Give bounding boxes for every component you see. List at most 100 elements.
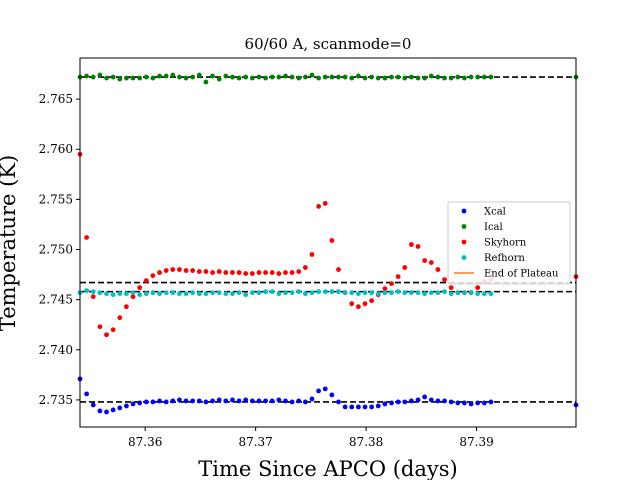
- point-refhorn-48: [395, 289, 401, 295]
- point-skyhorn-48: [395, 274, 401, 279]
- point-refhorn-27: [256, 290, 262, 296]
- reference-lines: [80, 76, 576, 403]
- x-axis: 87.36 87.37 87.38 87.39: [128, 427, 494, 449]
- point-xcal-11: [150, 399, 156, 405]
- legend: Xcal Ical Skyhorn Refhorn End of Plateau: [447, 201, 571, 285]
- legend-label-end-of-plateau: End of Plateau: [484, 269, 559, 280]
- point-refhorn-6: [117, 291, 123, 297]
- point-skyhorn-16: [183, 268, 189, 273]
- point-refhorn-24: [236, 290, 242, 296]
- point-refhorn-36: [316, 289, 322, 295]
- point-refhorn-3: [97, 290, 103, 296]
- point-xcal-4: [104, 409, 109, 415]
- point-xcal-15: [177, 397, 182, 403]
- point-skyhorn-49: [402, 265, 408, 270]
- point-xcal-7: [123, 403, 129, 409]
- point-refhorn-11: [150, 290, 156, 296]
- point-xcal-14: [170, 398, 176, 404]
- point-skyhorn-44: [369, 298, 375, 304]
- point-skyhorn-14: [170, 267, 176, 272]
- point-ical-32: [289, 74, 295, 80]
- point-ical-46: [382, 75, 388, 81]
- point-xcal-12: [157, 398, 162, 404]
- y-tick-label-3: 2.750: [39, 243, 73, 257]
- point-skyhorn-60: [475, 285, 481, 291]
- point-xcal-8: [130, 401, 136, 407]
- point-xcal-1: [84, 391, 90, 397]
- point-xcal-33: [296, 398, 302, 404]
- point-skyhorn-12: [157, 270, 162, 275]
- point-skyhorn-8: [130, 294, 136, 300]
- point-refhorn-29: [269, 289, 275, 295]
- point-skyhorn-51: [415, 244, 421, 249]
- point-skyhorn-23: [230, 270, 235, 275]
- point-ical-24: [236, 75, 242, 81]
- point-xcal-53: [428, 397, 434, 403]
- point-refhorn-50: [409, 290, 414, 296]
- point-refhorn-17: [190, 290, 196, 296]
- point-skyhorn-13: [163, 268, 169, 273]
- point-ical-10: [143, 74, 149, 80]
- point-refhorn-32: [289, 290, 295, 296]
- y-tick-label-6: 2.765: [39, 92, 73, 106]
- point-refhorn-47: [389, 290, 394, 296]
- point-xcal-48: [395, 399, 401, 405]
- point-refhorn-34: [302, 291, 308, 297]
- point-ical-25: [243, 74, 249, 80]
- point-xcal-61: [481, 400, 487, 406]
- point-refhorn-31: [283, 290, 288, 296]
- point-skyhorn-38: [329, 238, 335, 243]
- y-tick-label-5: 2.760: [39, 142, 73, 156]
- y-tick-label-1: 2.740: [39, 343, 73, 357]
- point-refhorn-56: [448, 291, 454, 297]
- x-tick-label-0: 87.36: [128, 435, 162, 449]
- point-skyhorn-21: [216, 269, 222, 274]
- point-skyhorn-4: [104, 332, 109, 338]
- point-xcal-10: [143, 399, 149, 405]
- point-ical-59: [468, 74, 474, 80]
- point-refhorn-18: [196, 291, 202, 297]
- point-skyhorn-17: [190, 268, 196, 273]
- point-refhorn-38: [329, 289, 335, 295]
- point-refhorn-8: [130, 290, 136, 296]
- point-xcal-39: [336, 399, 341, 405]
- point-ical-6: [117, 76, 123, 82]
- point-refhorn-28: [263, 289, 268, 295]
- y-tick-label-4: 2.755: [39, 192, 73, 206]
- point-refhorn-62: [488, 291, 494, 297]
- point-xcal-32: [289, 399, 295, 405]
- point-ical-8: [130, 75, 136, 81]
- point-refhorn-43: [362, 290, 368, 296]
- point-refhorn-57: [455, 290, 461, 296]
- point-refhorn-35: [309, 290, 315, 296]
- point-ical-51: [415, 75, 421, 81]
- point-refhorn-15: [177, 291, 182, 297]
- point-skyhorn-36: [316, 204, 322, 209]
- point-xcal-44: [369, 404, 375, 410]
- point-skyhorn-25: [243, 271, 249, 276]
- point-skyhorn-22: [223, 270, 229, 275]
- point-xcal-20: [210, 398, 215, 404]
- point-ical-13: [163, 73, 169, 79]
- point-ical-29: [269, 74, 275, 80]
- point-skyhorn-10: [143, 278, 149, 284]
- point-ical-26: [249, 75, 255, 81]
- point-ical-27: [256, 74, 262, 80]
- point-skyhorn-28: [263, 270, 268, 275]
- point-skyhorn-26: [249, 271, 255, 276]
- point-skyhorn-15: [177, 267, 182, 272]
- point-skyhorn-34: [302, 265, 308, 270]
- x-tick-label-3: 87.39: [459, 435, 493, 449]
- x-tick-label-2: 87.38: [349, 435, 383, 449]
- point-ical-30: [276, 74, 282, 80]
- point-xcal-50: [409, 398, 414, 404]
- point-ical-57: [455, 74, 461, 80]
- point-skyhorn-19: [203, 269, 209, 274]
- point-ical-47: [389, 74, 394, 80]
- point-ical-54: [435, 74, 441, 80]
- point-ical-60: [475, 74, 481, 80]
- point-ical-50: [409, 74, 414, 80]
- y-axis-label: Temperature (K): [0, 155, 20, 331]
- point-skyhorn-32: [289, 270, 295, 275]
- point-ical-20: [210, 73, 215, 79]
